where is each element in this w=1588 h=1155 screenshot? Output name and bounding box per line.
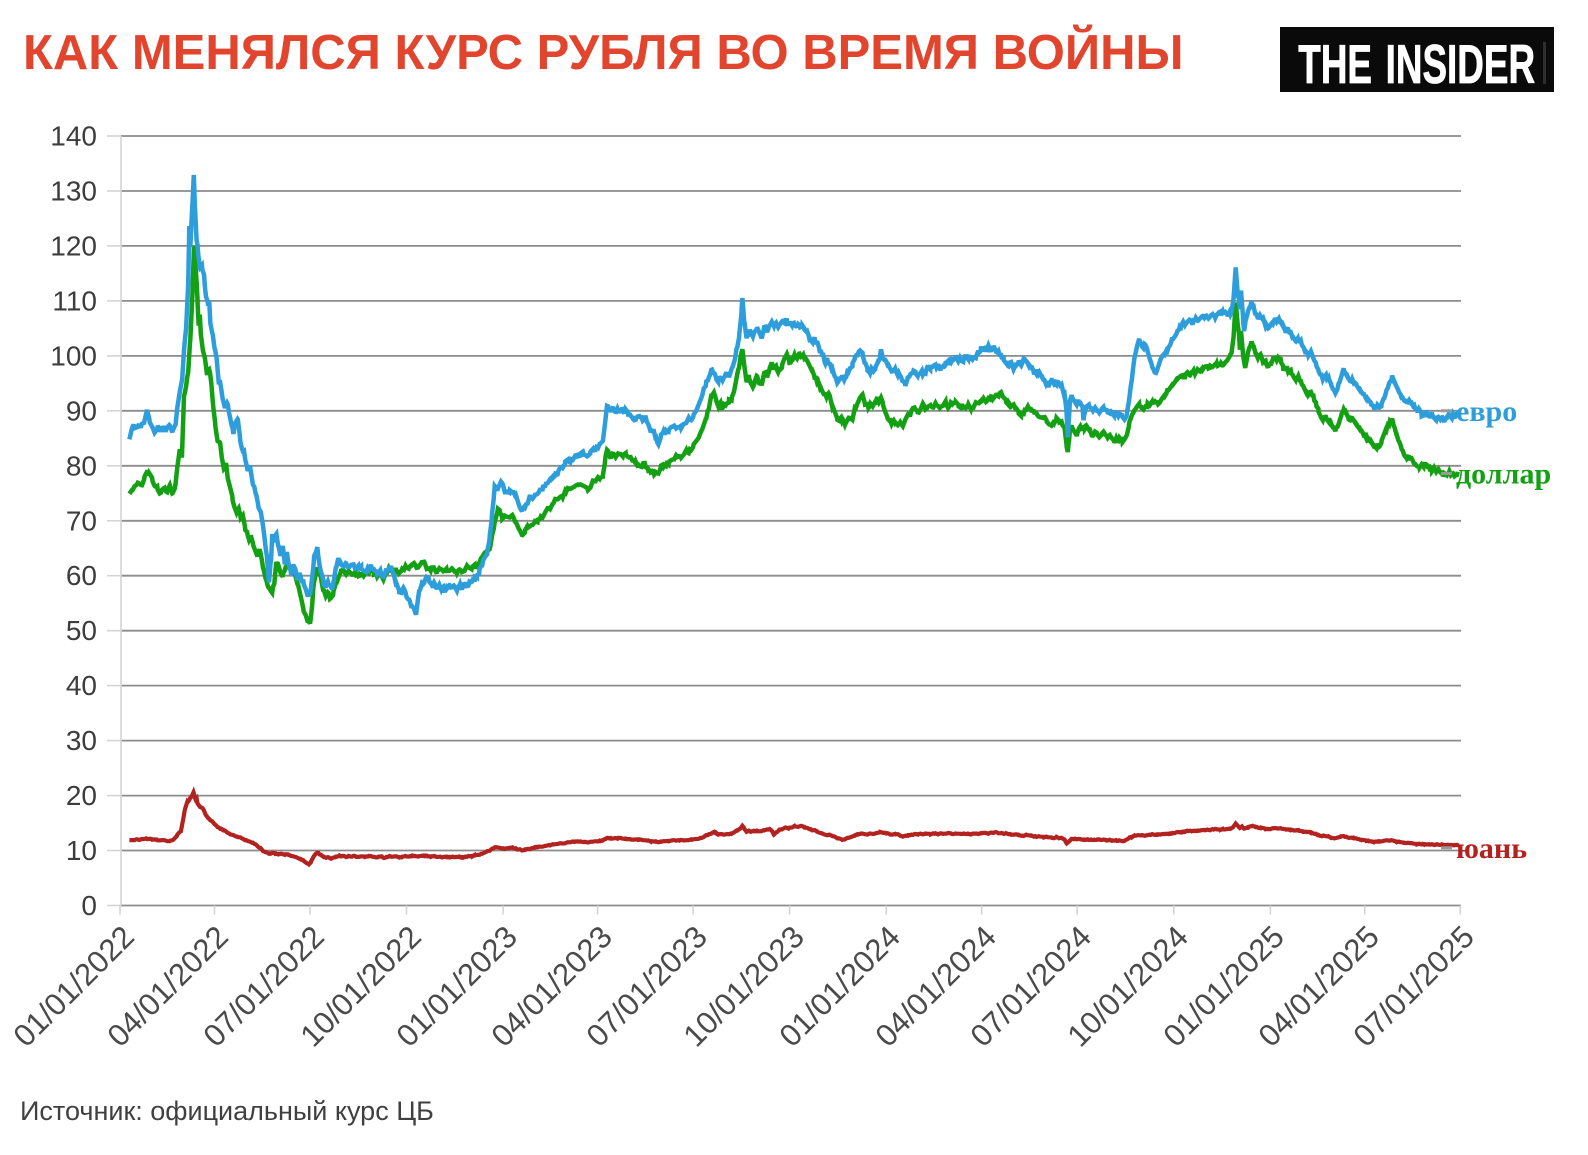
svg-text:50: 50 <box>66 615 97 646</box>
svg-text:20: 20 <box>66 780 97 811</box>
svg-text:0: 0 <box>81 890 97 921</box>
svg-text:120: 120 <box>50 230 97 261</box>
svg-text:10: 10 <box>66 835 97 866</box>
svg-text:130: 130 <box>50 176 97 207</box>
svg-text:юань: юань <box>1456 832 1527 865</box>
svg-text:80: 80 <box>66 450 97 481</box>
svg-text:доллар: доллар <box>1456 458 1551 491</box>
svg-text:90: 90 <box>66 395 97 426</box>
svg-text:30: 30 <box>66 725 97 756</box>
svg-text:60: 60 <box>66 560 97 591</box>
svg-text:40: 40 <box>66 670 97 701</box>
svg-text:110: 110 <box>52 285 97 316</box>
svg-text:70: 70 <box>66 505 97 536</box>
svg-text:100: 100 <box>50 340 97 371</box>
svg-text:евро: евро <box>1456 395 1517 428</box>
svg-text:140: 140 <box>50 121 97 152</box>
